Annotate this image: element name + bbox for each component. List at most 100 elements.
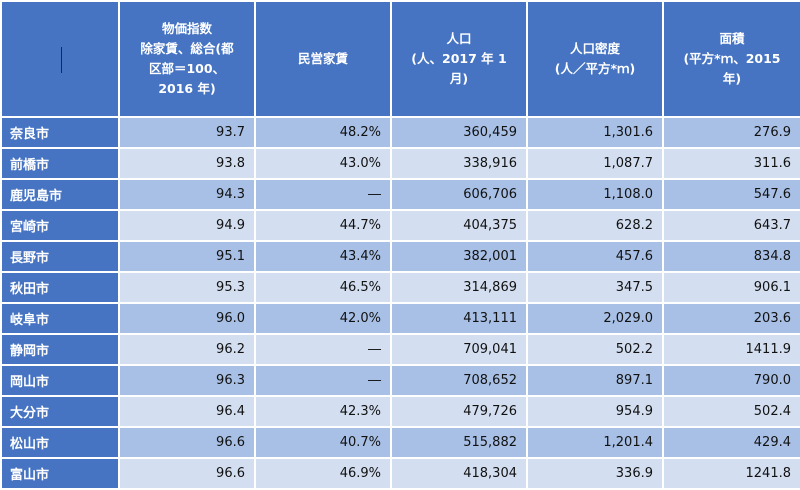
table-row: 奈良市 93.7 48.2% 360,459 1,301.6 276.9 xyxy=(0,116,800,149)
rent-cell: 42.3% xyxy=(254,395,392,428)
population-cell: 382,001 xyxy=(390,240,528,273)
area-cell: 547.6 xyxy=(662,178,800,211)
population-cell: 314,869 xyxy=(390,271,528,304)
table-body: 奈良市 93.7 48.2% 360,459 1,301.6 276.9 前橋市 93.8 43… xyxy=(0,116,800,490)
price-index-cell: 94.3 xyxy=(118,178,256,211)
header-line: 人口 xyxy=(446,31,472,46)
header-line: 人口密度 xyxy=(569,41,620,56)
rent-cell: 46.9% xyxy=(254,457,392,490)
rent-cell: 44.7% xyxy=(254,209,392,242)
header-area: 面積 (平方*ｍ、2015 年) xyxy=(662,0,800,118)
rent-cell: ― xyxy=(254,178,392,211)
city-cell: 大分市 xyxy=(0,395,120,428)
table-header: 物価指数 除家賃、総合(都 区部＝100、 2016 年) 民営家賃 人口 (人、201… xyxy=(0,0,800,118)
header-line: 面積 xyxy=(719,31,745,46)
density-cell: 336.9 xyxy=(526,457,664,490)
header-rent: 民営家賃 xyxy=(254,0,392,118)
table-row: 岡山市 96.3 ― 708,652 897.1 790.0 xyxy=(0,364,800,397)
price-index-cell: 96.6 xyxy=(118,426,256,459)
header-corner-cell xyxy=(0,0,120,118)
population-cell: 418,304 xyxy=(390,457,528,490)
area-cell: 790.0 xyxy=(662,364,800,397)
population-cell: 606,706 xyxy=(390,178,528,211)
population-cell: 709,041 xyxy=(390,333,528,366)
rent-cell: 43.4% xyxy=(254,240,392,273)
population-cell: 515,882 xyxy=(390,426,528,459)
price-index-cell: 96.0 xyxy=(118,302,256,335)
rent-cell: 46.5% xyxy=(254,271,392,304)
population-cell: 708,652 xyxy=(390,364,528,397)
area-cell: 643.7 xyxy=(662,209,800,242)
header-line: (人、2017 年 1 xyxy=(411,51,507,66)
city-cell: 静岡市 xyxy=(0,333,120,366)
table-row: 富山市 96.6 46.9% 418,304 336.9 1241.8 xyxy=(0,457,800,490)
rent-cell: 42.0% xyxy=(254,302,392,335)
price-index-cell: 93.7 xyxy=(118,116,256,149)
header-row: 物価指数 除家賃、総合(都 区部＝100、 2016 年) 民営家賃 人口 (人、201… xyxy=(0,0,800,118)
area-cell: 203.6 xyxy=(662,302,800,335)
rent-cell: ― xyxy=(254,333,392,366)
corner-mark xyxy=(61,47,62,73)
area-cell: 1241.8 xyxy=(662,457,800,490)
area-cell: 311.6 xyxy=(662,147,800,180)
table-row: 静岡市 96.2 ― 709,041 502.2 1411.9 xyxy=(0,333,800,366)
table-row: 前橋市 93.8 43.0% 338,916 1,087.7 311.6 xyxy=(0,147,800,180)
header-line: 2016 年) xyxy=(158,81,216,96)
city-cell: 奈良市 xyxy=(0,116,120,149)
density-cell: 1,301.6 xyxy=(526,116,664,149)
city-cell: 鹿児島市 xyxy=(0,178,120,211)
population-cell: 360,459 xyxy=(390,116,528,149)
header-line: 除家賃、総合(都 xyxy=(140,41,234,56)
header-price-index: 物価指数 除家賃、総合(都 区部＝100、 2016 年) xyxy=(118,0,256,118)
density-cell: 628.2 xyxy=(526,209,664,242)
header-line: (平方*ｍ、2015 xyxy=(683,51,781,66)
price-index-cell: 96.2 xyxy=(118,333,256,366)
header-line: (人／平方*ｍ) xyxy=(554,61,636,76)
rent-cell: 40.7% xyxy=(254,426,392,459)
table-row: 宮崎市 94.9 44.7% 404,375 628.2 643.7 xyxy=(0,209,800,242)
table-row: 鹿児島市 94.3 ― 606,706 1,108.0 547.6 xyxy=(0,178,800,211)
price-index-cell: 95.1 xyxy=(118,240,256,273)
density-cell: 347.5 xyxy=(526,271,664,304)
header-line: 民営家賃 xyxy=(297,51,348,66)
price-index-cell: 96.6 xyxy=(118,457,256,490)
area-cell: 429.4 xyxy=(662,426,800,459)
density-cell: 1,201.4 xyxy=(526,426,664,459)
header-line: 区部＝100、 xyxy=(148,61,226,76)
density-cell: 1,108.0 xyxy=(526,178,664,211)
density-cell: 897.1 xyxy=(526,364,664,397)
city-cell: 長野市 xyxy=(0,240,120,273)
population-cell: 479,726 xyxy=(390,395,528,428)
density-cell: 1,087.7 xyxy=(526,147,664,180)
city-cell: 岐阜市 xyxy=(0,302,120,335)
city-cell: 松山市 xyxy=(0,426,120,459)
city-cell: 富山市 xyxy=(0,457,120,490)
city-cell: 岡山市 xyxy=(0,364,120,397)
density-cell: 2,029.0 xyxy=(526,302,664,335)
population-cell: 413,111 xyxy=(390,302,528,335)
rent-cell: 48.2% xyxy=(254,116,392,149)
price-index-cell: 96.3 xyxy=(118,364,256,397)
area-cell: 1411.9 xyxy=(662,333,800,366)
price-index-cell: 93.8 xyxy=(118,147,256,180)
table-row: 大分市 96.4 42.3% 479,726 954.9 502.4 xyxy=(0,395,800,428)
price-index-cell: 96.4 xyxy=(118,395,256,428)
density-cell: 954.9 xyxy=(526,395,664,428)
city-cell: 秋田市 xyxy=(0,271,120,304)
price-index-cell: 94.9 xyxy=(118,209,256,242)
header-density: 人口密度 (人／平方*ｍ) xyxy=(526,0,664,118)
price-index-cell: 95.3 xyxy=(118,271,256,304)
table-row: 長野市 95.1 43.4% 382,001 457.6 834.8 xyxy=(0,240,800,273)
table-row: 秋田市 95.3 46.5% 314,869 347.5 906.1 xyxy=(0,271,800,304)
city-cell: 前橋市 xyxy=(0,147,120,180)
header-population: 人口 (人、2017 年 1 月) xyxy=(390,0,528,118)
city-cell: 宮崎市 xyxy=(0,209,120,242)
area-cell: 276.9 xyxy=(662,116,800,149)
population-cell: 338,916 xyxy=(390,147,528,180)
table-row: 松山市 96.6 40.7% 515,882 1,201.4 429.4 xyxy=(0,426,800,459)
table-row: 岐阜市 96.0 42.0% 413,111 2,029.0 203.6 xyxy=(0,302,800,335)
density-cell: 457.6 xyxy=(526,240,664,273)
area-cell: 502.4 xyxy=(662,395,800,428)
population-cell: 404,375 xyxy=(390,209,528,242)
